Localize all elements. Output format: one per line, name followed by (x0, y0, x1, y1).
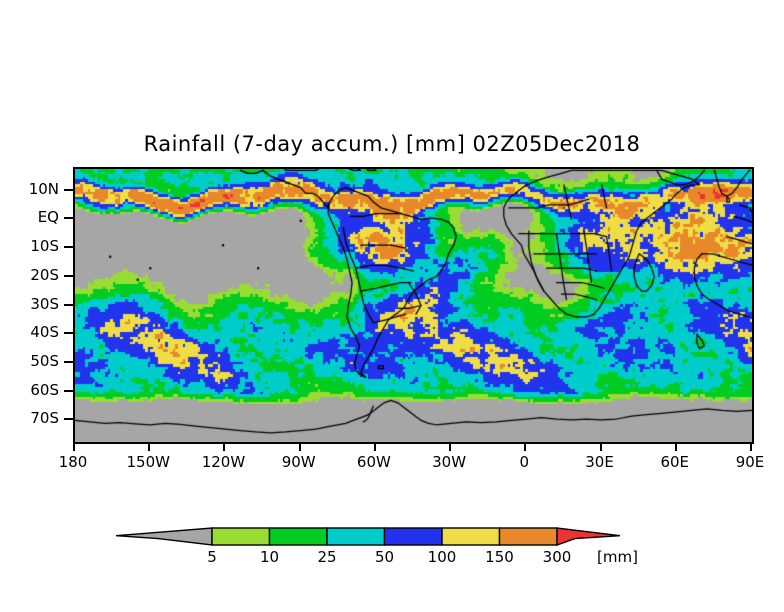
x-axis-tick (223, 442, 226, 451)
colorbar-segment (326, 527, 386, 546)
y-axis-tick (64, 418, 73, 421)
y-axis-tick (64, 246, 73, 249)
colorbar-unit-label: [mm] (597, 548, 638, 566)
y-axis-tick (64, 389, 73, 392)
colorbar-segment (268, 527, 328, 546)
y-axis-label: 30S (30, 294, 59, 313)
colorbar-tick-label: 150 (485, 548, 514, 566)
colorbar-tick-label: 5 (207, 548, 217, 566)
y-axis-tick (64, 188, 73, 191)
x-axis-tick (599, 442, 602, 451)
y-axis-tick (64, 274, 73, 277)
y-axis-label: 10S (30, 237, 59, 256)
y-axis-label: 50S (30, 351, 59, 370)
x-axis-label: 30W (432, 453, 467, 471)
colorbar-segment (498, 527, 558, 546)
y-axis-label: 10N (28, 179, 59, 198)
x-axis-tick (298, 442, 301, 451)
x-axis-label: 180 (58, 453, 88, 471)
colorbar-over-arrow (556, 527, 621, 546)
y-axis-label: 70S (30, 409, 59, 428)
x-axis-tick (449, 442, 452, 451)
colorbar-tick-label: 10 (259, 548, 280, 566)
y-axis-tick (64, 303, 73, 306)
x-axis-tick (750, 442, 752, 451)
x-axis-label: 0 (519, 453, 530, 471)
rainfall-field-heatmap (75, 169, 752, 442)
y-axis-tick (64, 217, 73, 220)
colorbar-segment (211, 527, 271, 546)
x-axis-label: 30E (585, 453, 614, 471)
x-axis-label: 60W (356, 453, 391, 471)
x-axis-label: 120W (201, 453, 246, 471)
x-axis-label: 90W (281, 453, 316, 471)
chart-title: Rainfall (7-day accum.) [mm] 02Z05Dec201… (143, 132, 641, 156)
x-axis-tick (524, 442, 527, 451)
x-axis-label: 90E (735, 453, 765, 471)
y-axis-tick (64, 332, 73, 335)
colorbar-tick-label: 100 (427, 548, 457, 566)
y-axis-tick (64, 360, 73, 363)
colorbar-tick-label: 300 (542, 548, 572, 566)
colorbar-tick-label: 25 (317, 548, 337, 566)
colorbar-tick-label: 50 (374, 548, 395, 566)
x-axis-tick (674, 442, 677, 451)
y-axis-label: 20S (30, 265, 59, 284)
colorbar-segment (383, 527, 443, 546)
y-axis-label: EQ (37, 208, 59, 227)
colorbar-under-arrow (115, 527, 213, 546)
x-axis-tick (148, 442, 151, 451)
x-axis-label: 60E (660, 453, 690, 471)
x-axis-label: 150W (126, 453, 170, 471)
y-axis-label: 60S (30, 380, 59, 399)
map-plot-area (73, 167, 754, 444)
y-axis-label: 40S (30, 323, 59, 342)
x-axis-tick (373, 442, 376, 451)
colorbar-segment (441, 527, 501, 546)
x-axis-tick (73, 442, 75, 451)
